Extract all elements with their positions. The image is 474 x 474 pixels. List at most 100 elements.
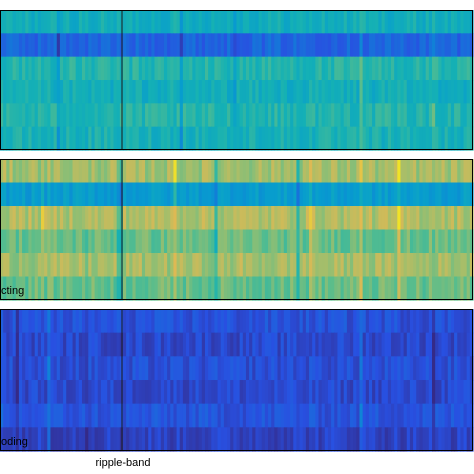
heatmap-cell bbox=[189, 182, 193, 207]
heatmap-cell bbox=[391, 427, 395, 452]
heatmap-cell bbox=[245, 427, 250, 452]
heatmap-cell bbox=[334, 126, 338, 151]
heatmap-cell bbox=[192, 103, 197, 128]
heatmap-cell bbox=[447, 427, 452, 452]
heatmap-cell bbox=[227, 309, 231, 334]
heatmap-cell bbox=[365, 356, 370, 381]
heatmap-cell bbox=[305, 380, 310, 405]
heatmap-cell bbox=[450, 182, 455, 207]
heatmap-cell bbox=[356, 126, 361, 151]
heatmap-cell bbox=[160, 229, 165, 254]
heatmap-cell bbox=[50, 126, 55, 151]
heatmap-cell bbox=[350, 403, 354, 428]
heatmap-cell bbox=[40, 253, 45, 278]
heatmap-cell bbox=[428, 427, 433, 452]
heatmap-cell bbox=[189, 253, 193, 278]
heatmap-cell bbox=[432, 309, 436, 334]
heatmap-cell bbox=[126, 159, 130, 184]
heatmap-cell bbox=[138, 253, 143, 278]
heatmap-cell bbox=[113, 103, 118, 128]
heatmap-cell bbox=[327, 309, 332, 334]
heatmap-cell bbox=[286, 427, 291, 452]
heatmap-cell bbox=[365, 80, 370, 104]
heatmap-cell bbox=[258, 103, 263, 128]
heatmap-cell bbox=[359, 380, 364, 405]
heatmap-cell bbox=[406, 276, 411, 301]
heatmap-cell bbox=[397, 56, 402, 81]
heatmap-cell bbox=[425, 80, 430, 104]
heatmap-cell bbox=[400, 356, 405, 381]
heatmap-cell bbox=[277, 103, 282, 128]
heatmap-cell bbox=[245, 33, 250, 58]
heatmap-cell bbox=[249, 332, 253, 357]
heatmap-cell bbox=[365, 403, 370, 428]
heatmap-cell bbox=[88, 33, 93, 58]
heatmap-cell bbox=[148, 80, 152, 104]
heatmap-cell bbox=[163, 206, 168, 231]
heatmap-cell bbox=[28, 332, 33, 357]
heatmap-cell bbox=[460, 33, 465, 58]
heatmap-cell bbox=[340, 356, 345, 381]
heatmap-cell bbox=[189, 332, 193, 357]
heatmap-cell bbox=[135, 182, 140, 207]
heatmap-cell bbox=[201, 159, 206, 184]
heatmap-cell bbox=[444, 182, 449, 207]
heatmap-cell bbox=[208, 229, 212, 254]
heatmap-cell bbox=[50, 253, 55, 278]
heatmap-cell bbox=[419, 206, 424, 231]
heatmap-cell bbox=[469, 332, 474, 357]
heatmap-cell bbox=[56, 159, 61, 184]
heatmap-cell bbox=[435, 56, 439, 81]
heatmap-cell bbox=[189, 356, 193, 381]
heatmap-cell bbox=[91, 229, 96, 254]
heatmap-cell bbox=[236, 33, 241, 58]
heatmap-cell bbox=[217, 253, 222, 278]
heatmap-cell bbox=[3, 33, 7, 58]
heatmap-cell bbox=[88, 56, 93, 81]
heatmap-cell bbox=[78, 403, 83, 428]
heatmap-cell bbox=[302, 182, 307, 207]
heatmap-cell bbox=[428, 10, 433, 34]
heatmap-cell bbox=[227, 229, 231, 254]
heatmap-cell bbox=[37, 126, 42, 151]
heatmap-cell bbox=[422, 126, 427, 151]
heatmap-cell bbox=[97, 276, 102, 301]
heatmap-cell bbox=[350, 126, 354, 151]
heatmap-cell bbox=[81, 356, 86, 381]
heatmap-cell bbox=[268, 229, 272, 254]
heatmap-cell bbox=[91, 159, 96, 184]
heatmap-cell bbox=[182, 33, 187, 58]
heatmap-cell bbox=[258, 206, 263, 231]
heatmap-cell bbox=[195, 380, 200, 405]
heatmap-cell bbox=[192, 253, 197, 278]
heatmap-cell bbox=[233, 182, 238, 207]
heatmap-cell bbox=[365, 33, 370, 58]
heatmap-cell bbox=[173, 103, 178, 128]
heatmap-cell bbox=[387, 332, 392, 357]
heatmap-cell bbox=[91, 253, 96, 278]
heatmap-cell bbox=[460, 332, 465, 357]
heatmap-cell bbox=[337, 276, 342, 301]
heatmap-cell bbox=[441, 356, 446, 381]
heatmap-cell bbox=[56, 229, 61, 254]
heatmap-cell bbox=[12, 427, 17, 452]
heatmap-cell bbox=[201, 182, 206, 207]
heatmap-cell bbox=[217, 229, 222, 254]
heatmap-cell bbox=[182, 356, 187, 381]
heatmap-cell bbox=[6, 33, 11, 58]
heatmap-cell bbox=[296, 206, 301, 231]
heatmap-cell bbox=[179, 427, 184, 452]
heatmap-cell bbox=[233, 332, 238, 357]
heatmap-cell bbox=[245, 159, 250, 184]
heatmap-cell bbox=[182, 80, 187, 104]
heatmap-cell bbox=[233, 33, 238, 58]
heatmap-cell bbox=[3, 380, 7, 405]
heatmap-cell bbox=[283, 309, 288, 334]
heatmap-cell bbox=[94, 126, 99, 151]
heatmap-cell bbox=[359, 80, 364, 104]
heatmap-cell bbox=[441, 126, 446, 151]
heatmap-cell bbox=[466, 309, 471, 334]
heatmap-cell bbox=[179, 103, 184, 128]
heatmap-cell bbox=[441, 159, 446, 184]
heatmap-cell bbox=[201, 10, 206, 34]
